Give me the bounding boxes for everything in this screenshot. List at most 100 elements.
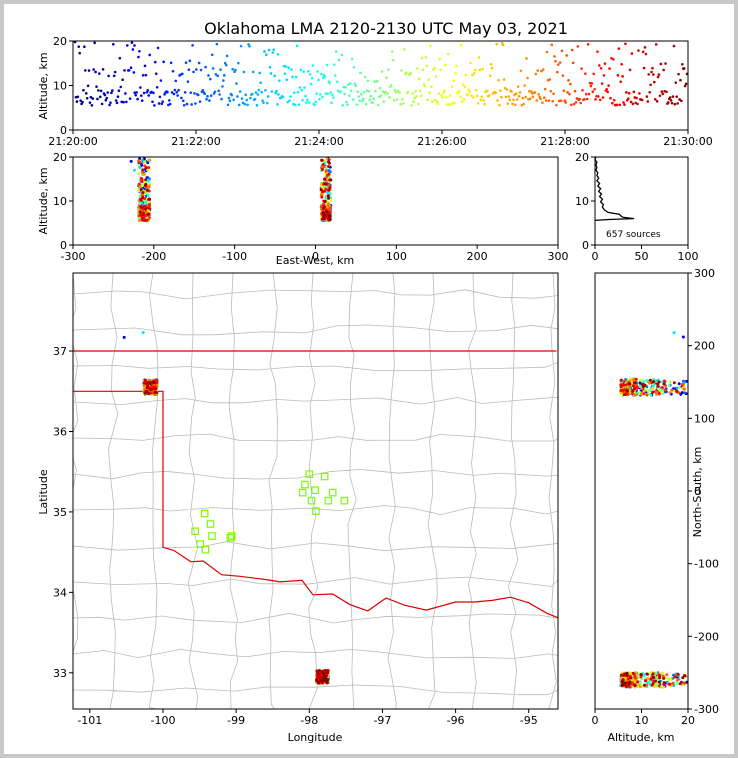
- source-point: [636, 102, 639, 106]
- source-point: [671, 681, 675, 685]
- source-point: [632, 378, 636, 382]
- source-count-annotation: 657 sources: [606, 230, 661, 240]
- source-point: [90, 104, 94, 107]
- source-point: [325, 210, 329, 214]
- figure-title: Oklahoma LMA 2120-2130 UTC May 03, 2021: [204, 19, 568, 38]
- source-point: [395, 98, 399, 101]
- altitude-northsouth-panel: 0 10 20-300 -200 -100 0 100 200 300 North-South,…: [592, 267, 719, 744]
- source-point: [361, 99, 364, 103]
- source-point: [651, 672, 655, 676]
- source-point: [479, 98, 483, 102]
- source-point: [540, 69, 543, 73]
- northsouth-tick-label: 100: [694, 412, 715, 425]
- source-point: [442, 91, 445, 95]
- source-point: [264, 88, 267, 92]
- source-point: [375, 79, 379, 83]
- source-point: [445, 95, 448, 99]
- source-point: [147, 200, 151, 204]
- source-point: [273, 74, 276, 78]
- source-point: [324, 169, 328, 173]
- station-marker: [301, 480, 309, 489]
- source-point: [134, 93, 137, 97]
- source-point: [241, 101, 245, 105]
- source-point: [629, 100, 633, 104]
- source-point: [665, 673, 669, 677]
- source-point: [562, 89, 566, 92]
- longitude-tick-label: -98: [300, 714, 318, 727]
- source-point: [166, 90, 169, 94]
- source-point: [115, 101, 119, 105]
- source-point: [590, 82, 594, 85]
- source-point: [144, 178, 148, 182]
- source-point: [643, 679, 647, 683]
- source-point: [107, 74, 110, 78]
- source-point: [276, 102, 279, 106]
- source-point: [626, 677, 630, 681]
- latitude-tick-label: 35: [53, 506, 67, 519]
- source-point: [348, 82, 352, 85]
- source-point: [283, 72, 287, 75]
- state-boundaries: [73, 350, 558, 619]
- source-point: [250, 92, 254, 96]
- source-point: [649, 393, 653, 397]
- source-point: [651, 682, 655, 686]
- time-tick-label: 21:28:00: [540, 135, 589, 148]
- altitude-northsouth-axes: [594, 272, 689, 710]
- source-point: [204, 65, 207, 69]
- eastwest-altitude-panel: -300 -200 -100 0 100 200 300 0 10 20 Altitude, km…: [37, 151, 569, 267]
- source-point: [658, 94, 662, 98]
- source-point: [486, 89, 489, 93]
- source-point: [515, 98, 519, 101]
- station-marker: [307, 496, 316, 505]
- source-point: [629, 671, 633, 675]
- source-point: [388, 96, 391, 99]
- source-point: [648, 378, 652, 382]
- source-point: [301, 98, 304, 102]
- source-point: [409, 71, 413, 75]
- source-point: [639, 673, 643, 677]
- station-marker: [201, 545, 210, 554]
- altitude-tick-label: 20: [575, 151, 589, 164]
- source-point: [318, 674, 322, 678]
- source-point: [196, 93, 200, 97]
- source-point: [257, 88, 261, 92]
- source-point: [213, 90, 217, 94]
- source-point: [660, 390, 664, 394]
- source-point: [475, 94, 479, 98]
- source-point: [320, 195, 324, 199]
- source-point: [138, 160, 142, 164]
- source-point: [258, 71, 262, 75]
- source-point: [340, 53, 344, 57]
- source-point: [387, 68, 390, 71]
- source-point: [497, 78, 500, 82]
- source-point: [199, 68, 203, 72]
- source-point: [398, 91, 401, 94]
- source-point: [444, 63, 447, 67]
- source-point: [673, 675, 677, 679]
- source-point: [335, 80, 339, 83]
- source-point: [145, 390, 149, 394]
- source-point: [141, 191, 145, 195]
- source-point: [223, 74, 226, 77]
- source-point: [300, 88, 304, 92]
- source-point: [384, 90, 387, 94]
- source-point: [122, 335, 126, 339]
- source-point: [619, 378, 623, 382]
- source-point: [514, 92, 518, 96]
- source-point: [425, 64, 429, 67]
- source-point: [624, 42, 627, 46]
- source-point: [609, 96, 612, 100]
- source-point: [141, 73, 145, 77]
- source-point: [272, 48, 276, 51]
- source-point: [421, 68, 425, 71]
- source-point: [433, 98, 437, 102]
- source-point: [506, 102, 510, 105]
- source-point: [147, 392, 151, 396]
- source-point: [135, 91, 138, 94]
- source-point: [559, 99, 563, 102]
- source-point: [459, 95, 462, 99]
- source-point: [320, 158, 324, 162]
- source-point: [381, 90, 385, 93]
- source-point: [146, 384, 150, 388]
- source-point: [336, 89, 340, 93]
